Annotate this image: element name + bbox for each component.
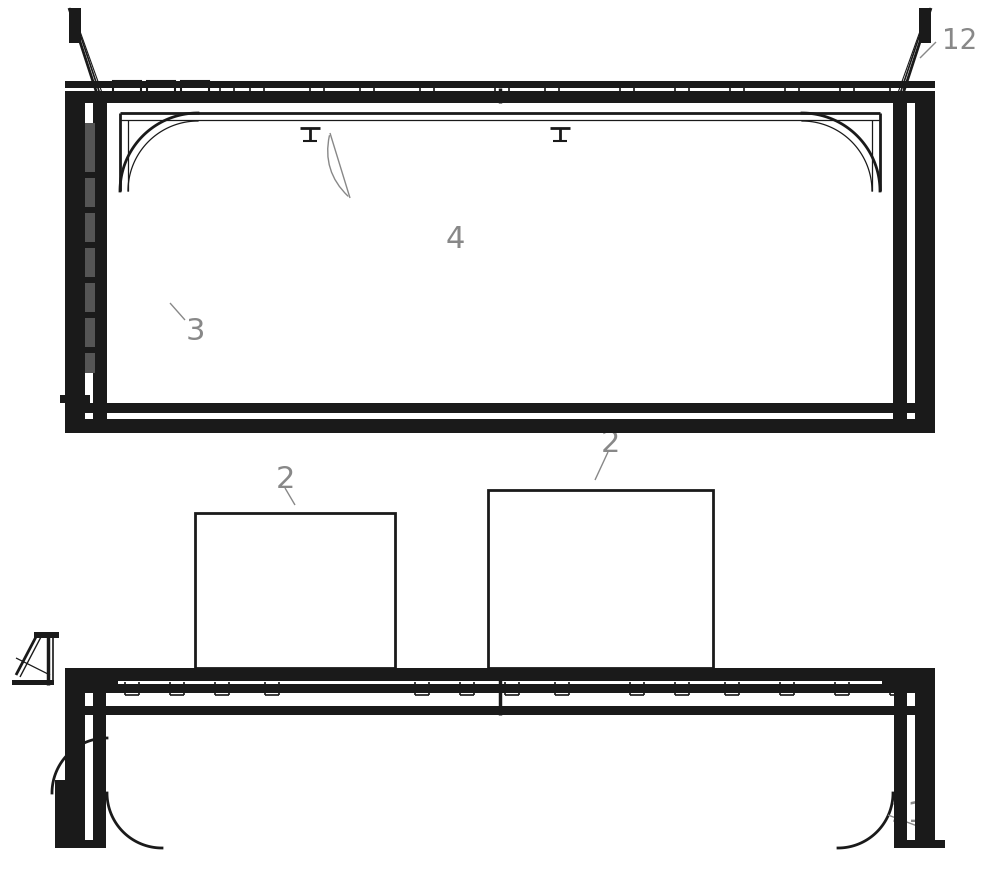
Bar [65, 706, 935, 716]
Bar [65, 684, 935, 694]
Bar [182, 94, 208, 100]
Bar [195, 514, 395, 668]
Bar [12, 680, 54, 685]
Bar [65, 668, 85, 848]
Bar [113, 82, 141, 100]
Bar [65, 404, 935, 414]
Bar [915, 668, 935, 848]
Bar [83, 277, 97, 284]
Text: 11: 11 [890, 799, 925, 827]
Bar [55, 781, 65, 840]
Bar [114, 94, 140, 100]
Bar [34, 632, 59, 638]
Bar [915, 94, 935, 434]
Bar [85, 124, 95, 373]
Bar [85, 668, 100, 685]
Bar [903, 840, 945, 848]
Bar [83, 242, 97, 248]
Bar [93, 94, 107, 434]
Bar [69, 9, 81, 44]
Bar [894, 668, 907, 848]
Bar [65, 420, 935, 434]
Text: 3: 3 [185, 316, 205, 345]
Text: 4: 4 [445, 224, 465, 253]
Bar [83, 173, 97, 179]
Bar [55, 840, 97, 848]
Bar [181, 82, 209, 100]
Bar [65, 82, 935, 89]
Bar [100, 680, 118, 685]
Bar [919, 9, 931, 44]
Bar [65, 94, 85, 434]
Bar [147, 82, 175, 100]
Bar [83, 313, 97, 319]
Text: 12: 12 [942, 27, 977, 55]
Text: 2: 2 [275, 464, 295, 493]
Bar [83, 348, 97, 354]
Text: 2: 2 [600, 428, 620, 457]
Bar [83, 208, 97, 213]
Bar [148, 94, 174, 100]
Bar [893, 94, 907, 434]
Bar [488, 491, 713, 668]
Bar [60, 396, 90, 404]
Bar [65, 92, 935, 104]
Bar [93, 668, 106, 848]
Bar [882, 680, 900, 685]
Bar [900, 668, 915, 685]
Bar [65, 668, 935, 681]
